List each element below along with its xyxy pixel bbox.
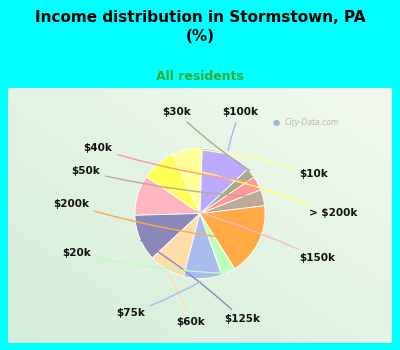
Text: $100k: $100k (222, 107, 258, 150)
Wedge shape (200, 214, 235, 275)
Text: $30k: $30k (163, 107, 250, 170)
Wedge shape (200, 205, 265, 268)
Text: $125k: $125k (141, 240, 260, 324)
Text: Income distribution in Stormstown, PA
(%): Income distribution in Stormstown, PA (%… (35, 10, 365, 44)
Wedge shape (200, 177, 260, 214)
Wedge shape (172, 148, 202, 214)
Text: $75k: $75k (116, 281, 200, 318)
Text: $40k: $40k (83, 144, 256, 182)
Wedge shape (152, 214, 200, 276)
Text: $60k: $60k (167, 273, 205, 327)
Wedge shape (200, 148, 248, 214)
Wedge shape (135, 214, 200, 258)
Text: $200k: $200k (53, 199, 258, 242)
Text: $20k: $20k (62, 248, 226, 273)
Text: $150k: $150k (139, 195, 336, 263)
Text: $10k: $10k (190, 148, 328, 179)
Wedge shape (184, 214, 222, 279)
Wedge shape (135, 177, 200, 215)
Wedge shape (200, 190, 264, 214)
Text: ●: ● (273, 118, 280, 127)
Text: City-Data.com: City-Data.com (284, 118, 339, 127)
Text: $50k: $50k (72, 166, 262, 197)
Wedge shape (146, 154, 200, 214)
Text: All residents: All residents (156, 70, 244, 83)
Text: > $200k: > $200k (160, 163, 357, 218)
Wedge shape (200, 169, 254, 214)
